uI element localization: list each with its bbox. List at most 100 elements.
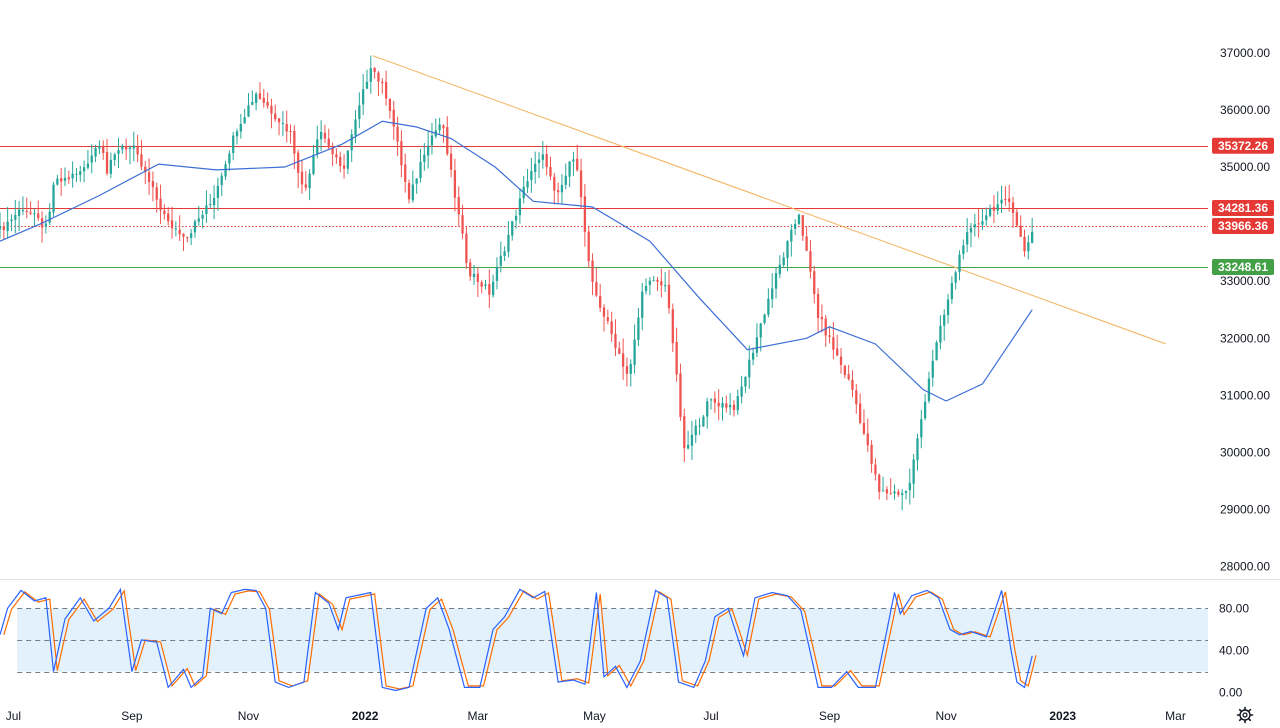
candle-up[interactable] xyxy=(117,137,120,169)
candle-down[interactable] xyxy=(461,204,464,240)
candle-up[interactable] xyxy=(923,393,927,421)
candle-down[interactable] xyxy=(824,315,827,347)
candle-up[interactable] xyxy=(17,201,21,231)
candle-down[interactable] xyxy=(335,148,338,164)
candle-up[interactable] xyxy=(63,167,67,187)
candle-up[interactable] xyxy=(189,228,193,246)
candle-up[interactable] xyxy=(174,221,177,237)
candle-up[interactable] xyxy=(694,419,697,444)
candle-up[interactable] xyxy=(790,224,793,257)
candle-up[interactable] xyxy=(346,150,350,174)
candle-up[interactable] xyxy=(495,257,499,290)
candle-down[interactable] xyxy=(606,309,609,325)
candle-up[interactable] xyxy=(935,340,938,361)
candle-down[interactable] xyxy=(178,215,181,241)
candle-up[interactable] xyxy=(254,91,258,111)
candle-up[interactable] xyxy=(52,181,55,217)
candle-up[interactable] xyxy=(633,324,636,374)
candle-up[interactable] xyxy=(415,178,418,194)
candle-up[interactable] xyxy=(430,122,434,155)
candle-up[interactable] xyxy=(239,113,242,139)
candle-down[interactable] xyxy=(125,138,128,160)
candle-down[interactable] xyxy=(449,145,453,178)
candle-up[interactable] xyxy=(908,468,911,505)
candle-up[interactable] xyxy=(235,128,239,145)
candle-up[interactable] xyxy=(48,203,51,226)
candle-up[interactable] xyxy=(354,110,357,144)
candle-down[interactable] xyxy=(488,269,491,309)
candle-up[interactable] xyxy=(721,397,724,421)
candle-up[interactable] xyxy=(503,246,506,262)
candle-up[interactable] xyxy=(484,279,487,290)
candle-up[interactable] xyxy=(209,193,212,209)
stochastic-d-line[interactable] xyxy=(3,589,1037,690)
candle-up[interactable] xyxy=(411,170,415,203)
candle-down[interactable] xyxy=(1011,196,1015,228)
candle-up[interactable] xyxy=(530,157,533,193)
candle-up[interactable] xyxy=(319,120,323,152)
candle-up[interactable] xyxy=(920,409,923,449)
candle-down[interactable] xyxy=(667,269,671,314)
candle-up[interactable] xyxy=(507,221,510,258)
candle-up[interactable] xyxy=(6,206,9,238)
candle-down[interactable] xyxy=(858,393,862,425)
candle-down[interactable] xyxy=(396,116,399,156)
candle-up[interactable] xyxy=(526,169,529,193)
candle-up[interactable] xyxy=(763,313,766,325)
candle-down[interactable] xyxy=(717,389,720,421)
candle-up[interactable] xyxy=(729,393,732,416)
candle-up[interactable] xyxy=(518,188,522,224)
candle-down[interactable] xyxy=(828,326,831,344)
candle-up[interactable] xyxy=(71,161,74,188)
candle-up[interactable] xyxy=(939,315,942,350)
candle-down[interactable] xyxy=(602,304,606,332)
candle-down[interactable] xyxy=(163,204,166,220)
candle-up[interactable] xyxy=(560,174,564,205)
candle-up[interactable] xyxy=(44,215,48,234)
candle-up[interactable] xyxy=(901,489,904,511)
candle-up[interactable] xyxy=(966,218,969,253)
candle-up[interactable] xyxy=(644,278,648,295)
candle-down[interactable] xyxy=(878,473,881,500)
candle-up[interactable] xyxy=(748,345,751,389)
candle-up[interactable] xyxy=(98,140,101,155)
candle-up[interactable] xyxy=(14,199,17,234)
candle-up[interactable] xyxy=(751,347,755,366)
candle-up[interactable] xyxy=(228,150,231,171)
candle-down[interactable] xyxy=(327,128,330,150)
candle-up[interactable] xyxy=(121,143,124,155)
candle-down[interactable] xyxy=(683,408,686,463)
candle-down[interactable] xyxy=(579,158,583,209)
candle-down[interactable] xyxy=(304,170,307,191)
candle-up[interactable] xyxy=(648,276,652,296)
candle-down[interactable] xyxy=(805,226,808,252)
candle-up[interactable] xyxy=(434,118,437,139)
candle-up[interactable] xyxy=(893,484,896,500)
candle-down[interactable] xyxy=(610,311,613,342)
candle-up[interactable] xyxy=(358,92,361,129)
candle-up[interactable] xyxy=(637,308,640,347)
candle-down[interactable] xyxy=(323,124,327,143)
candle-down[interactable] xyxy=(159,184,162,225)
candle-up[interactable] xyxy=(491,274,495,298)
candle-down[interactable] xyxy=(289,124,292,144)
candle-down[interactable] xyxy=(388,98,392,119)
candle-up[interactable] xyxy=(962,239,965,260)
candle-up[interactable] xyxy=(564,163,567,190)
candle-up[interactable] xyxy=(316,125,319,159)
candle-down[interactable] xyxy=(843,365,846,379)
candle-up[interactable] xyxy=(56,174,59,186)
candle-down[interactable] xyxy=(300,160,304,194)
candle-up[interactable] xyxy=(537,152,541,179)
candle-up[interactable] xyxy=(312,144,315,176)
candle-down[interactable] xyxy=(480,280,483,294)
candle-up[interactable] xyxy=(10,214,13,232)
candle-up[interactable] xyxy=(954,270,957,290)
candle-down[interactable] xyxy=(836,334,839,357)
candle-up[interactable] xyxy=(996,191,999,215)
candle-down[interactable] xyxy=(820,304,824,333)
candle-up[interactable] xyxy=(778,255,781,279)
candle-down[interactable] xyxy=(144,160,147,185)
candle-up[interactable] xyxy=(981,208,984,231)
candle-up[interactable] xyxy=(132,131,135,162)
